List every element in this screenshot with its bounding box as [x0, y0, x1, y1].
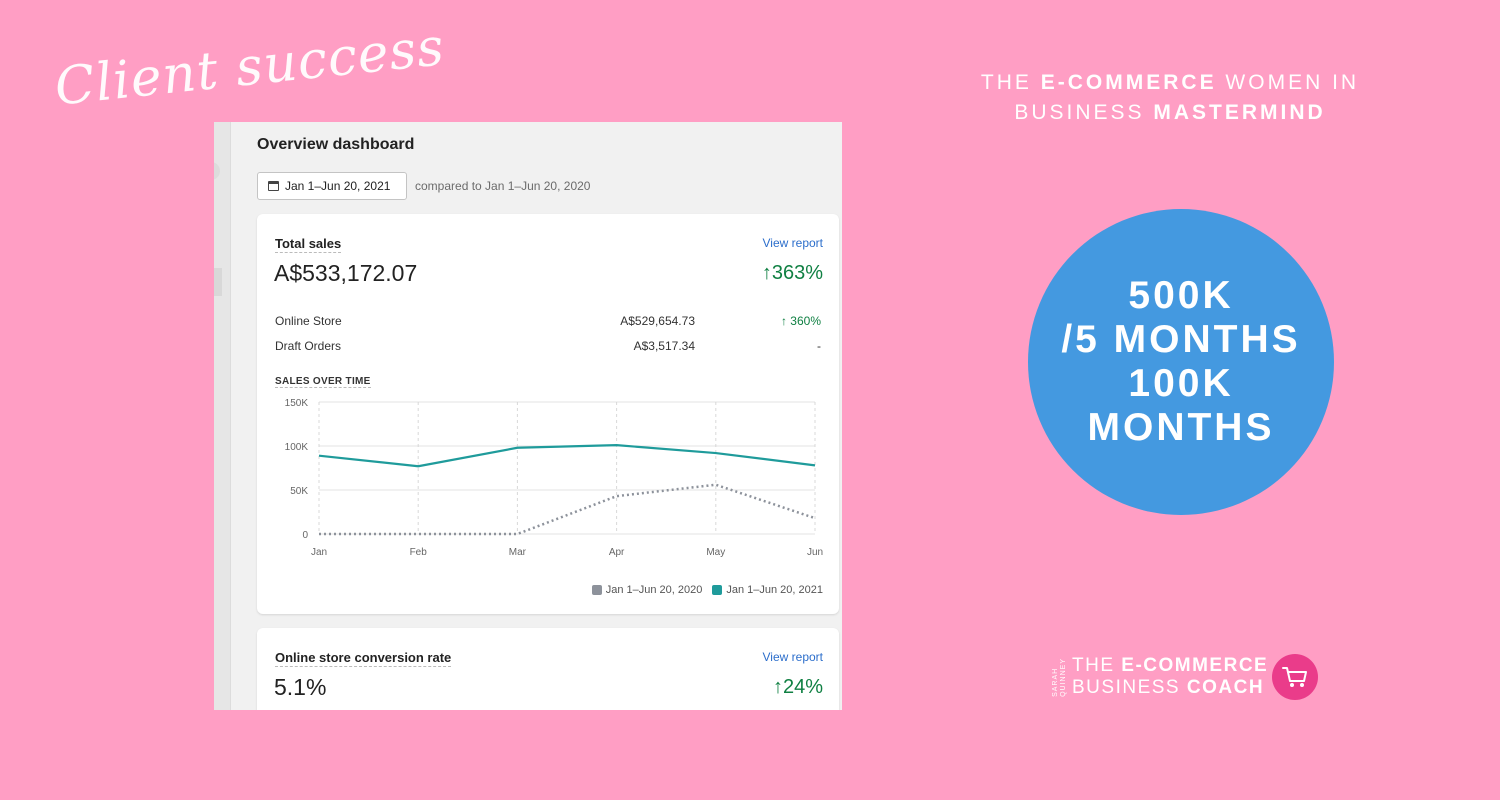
channel-name: Online Store: [275, 314, 342, 328]
comparison-label: compared to Jan 1–Jun 20, 2020: [415, 179, 591, 193]
tagline-bold: E-COMMERCE: [1040, 71, 1217, 94]
sidebar-scrollbar[interactable]: [214, 268, 222, 296]
logo-first-name: SARAH: [1052, 667, 1059, 697]
mastermind-tagline: THE E-COMMERCE WOMEN IN BUSINESS MASTERM…: [960, 68, 1380, 128]
y-tick-label: 150K: [285, 398, 309, 409]
tagline-text: BUSINESS: [1014, 101, 1154, 124]
total-sales-card: Total sales View report A$533,172.07 ↑36…: [257, 214, 839, 614]
logo-text-bold: COACH: [1186, 677, 1265, 698]
calendar-icon: [268, 181, 279, 191]
tagline-text: WOMEN IN: [1216, 71, 1360, 94]
ecommerce-coach-logo: SARAH QUINNEY THE E-COMMERCE BUSINESS CO…: [1052, 654, 1319, 700]
total-sales-label[interactable]: Total sales: [275, 236, 342, 253]
legend-swatch-2021: [712, 585, 723, 595]
logo-wordmark: THE E-COMMERCE BUSINESS COACH: [1072, 655, 1268, 699]
channel-value: A$529,654.73: [620, 314, 695, 328]
x-tick-label: Jan: [311, 547, 327, 558]
badge-line: 500K: [1128, 274, 1234, 317]
date-range-button[interactable]: Jan 1–Jun 20, 2021: [257, 172, 407, 200]
legend-label-2020: Jan 1–Jun 20, 2020: [605, 584, 703, 596]
logo-text: BUSINESS: [1072, 677, 1187, 698]
channel-name: Draft Orders: [275, 339, 342, 353]
sales-breakdown-row: Online Store A$529,654.73 ↑ 360%: [275, 314, 821, 330]
logo-owner-name: SARAH QUINNEY: [1052, 658, 1068, 697]
chart-legend: Jan 1–Jun 20, 2020 Jan 1–Jun 20, 2021: [582, 584, 823, 596]
channel-value: A$3,517.34: [633, 339, 695, 353]
y-tick-label: 50K: [290, 486, 308, 497]
series-line: [319, 483, 816, 536]
conversion-rate-card: Online store conversion rate View report…: [257, 628, 839, 710]
client-success-heading: Client success: [52, 17, 448, 118]
view-report-link[interactable]: View report: [762, 236, 823, 250]
badge-line: MONTHS: [1087, 406, 1275, 449]
tagline-text: THE: [980, 71, 1041, 94]
chart-title[interactable]: SALES OVER TIME: [275, 376, 371, 388]
legend-label-2021: Jan 1–Jun 20, 2021: [726, 584, 823, 596]
dashboard-screenshot: Overview dashboard Jan 1–Jun 20, 2021 co…: [214, 122, 842, 710]
logo-last-name: QUINNEY: [1060, 657, 1067, 697]
view-report-link[interactable]: View report: [762, 650, 823, 664]
tagline-bold: MASTERMIND: [1153, 101, 1326, 124]
x-tick-label: Apr: [609, 547, 625, 558]
y-tick-label: 0: [302, 530, 308, 541]
legend-swatch-2020: [591, 585, 602, 595]
sales-breakdown-row: Draft Orders A$3,517.34 -: [275, 339, 821, 355]
results-badge: 500K /5 MONTHS 100K MONTHS: [1028, 209, 1334, 515]
conversion-rate-label[interactable]: Online store conversion rate: [275, 650, 452, 667]
badge-line: /5 MONTHS: [1061, 318, 1301, 361]
badge-line: 100K: [1128, 362, 1234, 405]
conversion-rate-value: 5.1%: [274, 674, 327, 700]
page-title: Overview dashboard: [257, 136, 415, 153]
sidebar-toggle[interactable]: [214, 162, 220, 180]
shopping-cart-icon: [1272, 654, 1319, 700]
x-tick-label: Feb: [410, 547, 428, 558]
sidebar-edge: [214, 122, 231, 710]
logo-text: THE: [1072, 655, 1122, 676]
total-sales-change: ↑363%: [761, 262, 823, 284]
total-sales-value: A$533,172.07: [274, 260, 418, 286]
logo-text-bold: E-COMMERCE: [1121, 655, 1269, 676]
channel-change: -: [817, 339, 821, 353]
date-range-label: Jan 1–Jun 20, 2021: [285, 179, 391, 193]
conversion-rate-change: ↑24%: [772, 676, 823, 698]
channel-change: ↑ 360%: [780, 314, 821, 328]
series-line: [318, 444, 816, 468]
x-tick-label: May: [706, 547, 725, 558]
x-tick-label: Jun: [807, 547, 823, 558]
y-tick-label: 100K: [285, 442, 309, 453]
x-tick-label: Mar: [509, 547, 527, 558]
